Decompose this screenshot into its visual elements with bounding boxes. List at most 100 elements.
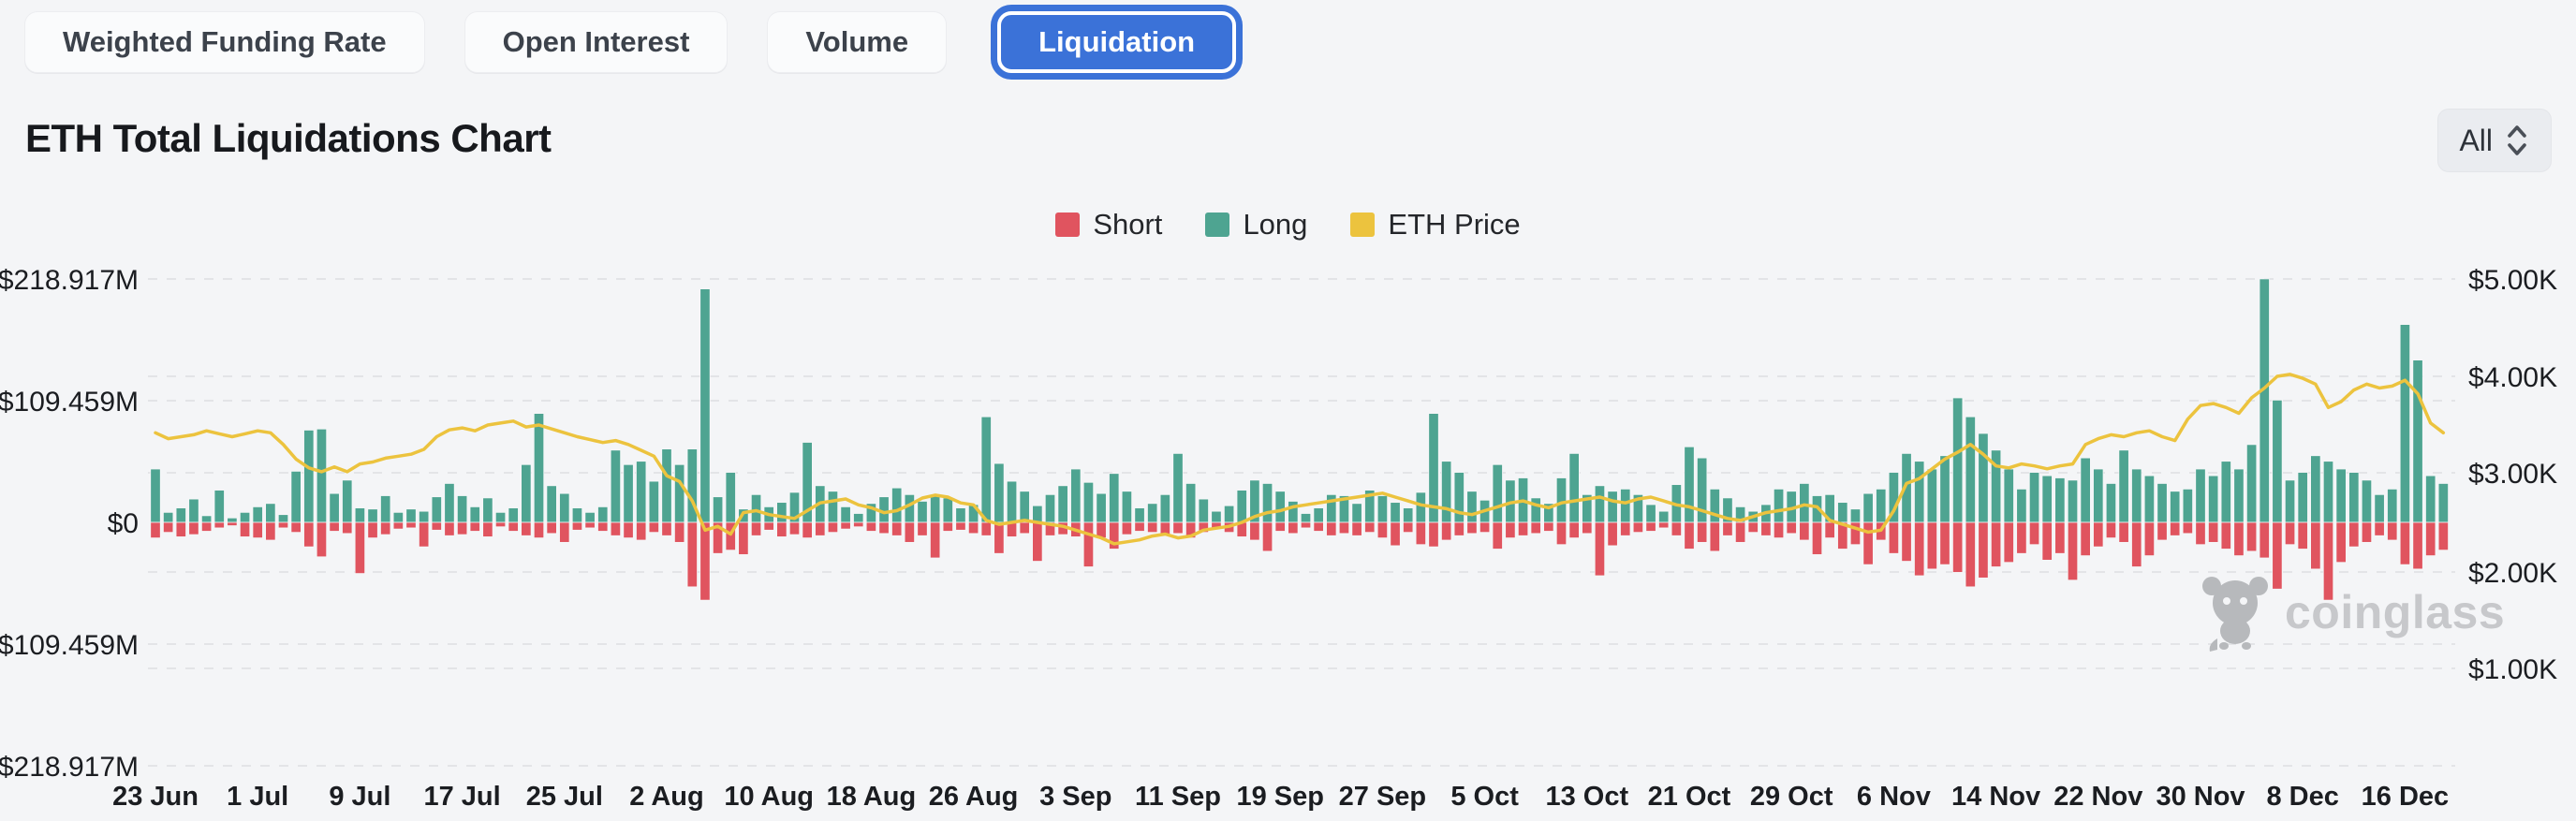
long-bar[interactable]: [1070, 468, 1082, 523]
long-bar[interactable]: [1709, 488, 1720, 523]
long-bar[interactable]: [2207, 475, 2219, 523]
short-bar[interactable]: [1799, 521, 1810, 541]
long-bar[interactable]: [1211, 510, 1222, 523]
short-bar[interactable]: [252, 521, 263, 539]
short-bar[interactable]: [2322, 521, 2334, 601]
long-bar[interactable]: [546, 485, 557, 523]
short-bar[interactable]: [1134, 521, 1145, 532]
long-bar[interactable]: [2041, 475, 2053, 523]
short-bar[interactable]: [533, 521, 545, 539]
long-bar[interactable]: [1236, 490, 1247, 523]
short-bar[interactable]: [2016, 521, 2027, 554]
long-bar[interactable]: [930, 495, 941, 523]
short-bar[interactable]: [930, 521, 941, 559]
long-bar[interactable]: [533, 413, 545, 523]
long-bar[interactable]: [494, 511, 507, 523]
long-bar[interactable]: [329, 492, 340, 523]
long-bar[interactable]: [2195, 468, 2206, 523]
long-bar[interactable]: [1261, 483, 1273, 523]
long-bar[interactable]: [853, 513, 864, 523]
long-bar[interactable]: [1978, 432, 1989, 523]
short-bar[interactable]: [1505, 521, 1516, 539]
short-bar[interactable]: [788, 521, 801, 535]
short-bar[interactable]: [648, 521, 659, 534]
tab-weighted-funding-rate[interactable]: Weighted Funding Rate: [24, 11, 425, 73]
long-bar[interactable]: [277, 514, 289, 523]
short-bar[interactable]: [162, 521, 174, 534]
short-bar[interactable]: [2093, 521, 2104, 548]
short-bar[interactable]: [405, 521, 417, 529]
long-bar[interactable]: [1415, 491, 1426, 523]
long-bar[interactable]: [1466, 491, 1478, 523]
short-bar[interactable]: [2399, 521, 2411, 565]
long-bar[interactable]: [2080, 457, 2091, 523]
long-bar[interactable]: [2425, 475, 2436, 523]
long-bar[interactable]: [290, 470, 302, 523]
long-bar[interactable]: [1390, 502, 1401, 523]
short-bar[interactable]: [1734, 521, 1746, 543]
short-bar[interactable]: [2003, 521, 2014, 564]
long-bar[interactable]: [2170, 491, 2181, 523]
short-bar[interactable]: [1543, 521, 1554, 532]
short-bar[interactable]: [1032, 521, 1043, 562]
short-bar[interactable]: [1109, 521, 1120, 550]
short-bar[interactable]: [1479, 521, 1491, 534]
short-bar[interactable]: [1568, 521, 1580, 539]
short-bar[interactable]: [494, 521, 507, 528]
short-bar[interactable]: [303, 521, 315, 548]
long-bar[interactable]: [1121, 491, 1133, 523]
long-bar[interactable]: [942, 497, 953, 523]
long-bar[interactable]: [2054, 477, 2066, 523]
short-bar[interactable]: [1338, 521, 1350, 535]
short-bar[interactable]: [1390, 521, 1401, 547]
long-bar[interactable]: [584, 511, 596, 523]
long-bar[interactable]: [1926, 468, 1938, 523]
short-bar[interactable]: [2272, 521, 2283, 590]
short-bar[interactable]: [1364, 521, 1376, 534]
short-bar[interactable]: [482, 521, 493, 537]
liquidations-chart[interactable]: $218.917M $109.459M $0 $109.459M $218.917M $5…: [0, 253, 2576, 821]
long-bar[interactable]: [521, 463, 532, 523]
long-bar[interactable]: [623, 463, 634, 523]
short-bar[interactable]: [853, 521, 864, 528]
short-bar[interactable]: [342, 521, 353, 535]
long-bar[interactable]: [2272, 399, 2283, 523]
short-bar[interactable]: [239, 521, 251, 537]
long-bar[interactable]: [1555, 477, 1568, 523]
tab-open-interest[interactable]: Open Interest: [464, 11, 729, 73]
short-bar[interactable]: [1773, 521, 1785, 539]
short-bar[interactable]: [967, 521, 979, 535]
long-bar[interactable]: [1876, 488, 1887, 523]
short-bar[interactable]: [712, 521, 724, 554]
short-bar[interactable]: [150, 521, 161, 539]
long-bar[interactable]: [840, 506, 851, 523]
long-bar[interactable]: [1134, 507, 1145, 523]
tab-liquidation[interactable]: Liquidation: [997, 11, 1237, 73]
long-bar[interactable]: [955, 507, 966, 523]
long-bar[interactable]: [1109, 473, 1120, 523]
short-bar[interactable]: [2297, 521, 2308, 550]
long-bar[interactable]: [1799, 483, 1810, 523]
short-bar[interactable]: [1147, 521, 1158, 534]
long-bar[interactable]: [1300, 513, 1312, 523]
long-bar[interactable]: [1684, 446, 1695, 523]
short-bar[interactable]: [2207, 521, 2219, 543]
long-bar[interactable]: [1862, 492, 1874, 523]
short-bar[interactable]: [559, 521, 570, 543]
short-bar[interactable]: [1658, 521, 1670, 529]
short-bar[interactable]: [1824, 521, 1835, 539]
short-bar[interactable]: [891, 521, 903, 536]
short-bar[interactable]: [994, 521, 1005, 554]
long-bar[interactable]: [1351, 503, 1362, 523]
short-bar[interactable]: [1313, 521, 1324, 532]
long-bar[interactable]: [597, 506, 609, 523]
short-bar[interactable]: [2182, 521, 2194, 535]
long-bar[interactable]: [1441, 461, 1452, 523]
short-bar[interactable]: [1901, 521, 1912, 562]
long-bar[interactable]: [2220, 461, 2231, 523]
short-bar[interactable]: [1760, 521, 1772, 536]
long-bar[interactable]: [508, 507, 519, 523]
long-bar[interactable]: [2374, 493, 2385, 523]
short-bar[interactable]: [380, 521, 391, 535]
long-bar[interactable]: [1403, 507, 1414, 523]
